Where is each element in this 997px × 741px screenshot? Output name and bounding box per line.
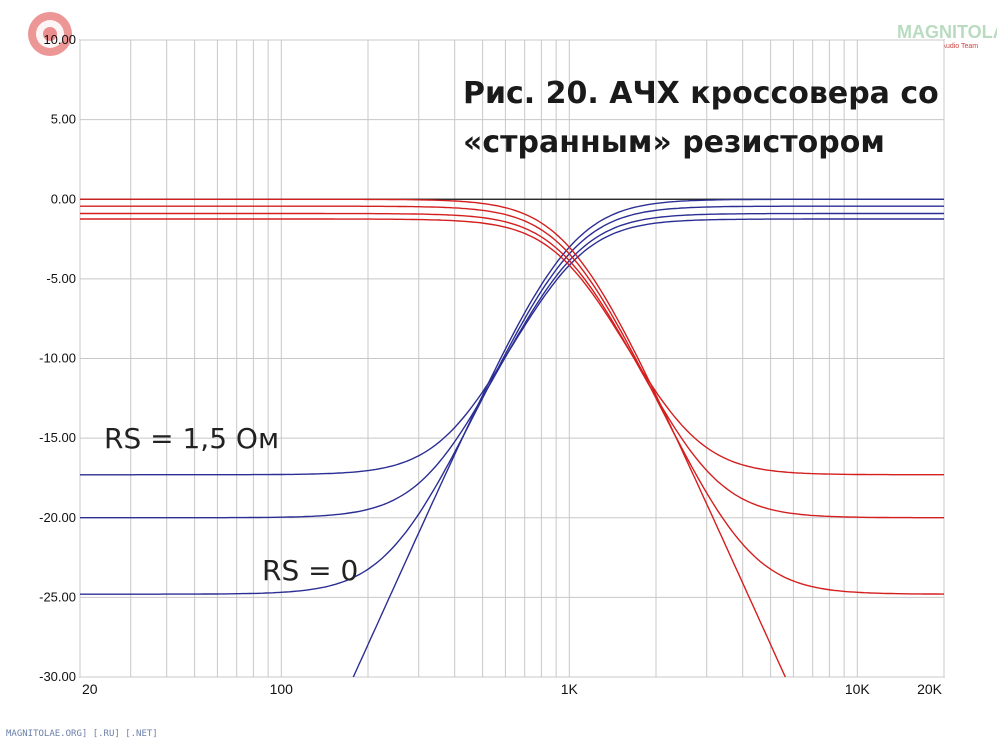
curves	[80, 198, 944, 677]
y-tick-labels: 10.00 5.00 0.00 -5.00 -10.00 -15.00 -20.00 -25.…	[39, 32, 76, 684]
y-tick-label: -30.00	[39, 669, 76, 684]
annotation-rs-0: RS = 0	[262, 554, 358, 587]
watermark-logo-icon	[28, 12, 72, 56]
lowpass-curve	[80, 212, 944, 519]
lowpass-curve	[80, 205, 944, 595]
y-tick-label: -25.00	[39, 589, 76, 604]
highpass-curve	[80, 205, 944, 595]
brand-logo: MAGNITOLA	[897, 22, 997, 42]
y-tick-label: 10.00	[43, 32, 76, 47]
footer-watermark: MAGNITOLAE.ORG] [.RU] [.NET]	[6, 729, 158, 739]
y-tick-label: -5.00	[46, 271, 76, 286]
chart-title-line-1: Рис. 20. АЧХ кроссовера со	[463, 76, 939, 111]
brand-subtitle: CarAudio Team	[930, 43, 978, 50]
y-tick-label: 0.00	[51, 191, 76, 206]
y-tick-label: -15.00	[39, 430, 76, 445]
x-tick-label: 20K	[917, 681, 943, 697]
highpass-curve	[80, 212, 944, 519]
lowpass-curve	[80, 218, 944, 476]
lowpass-curve	[80, 198, 787, 677]
y-tick-label: -10.00	[39, 351, 76, 366]
x-tick-label: 10K	[845, 681, 871, 697]
x-tick-label: 100	[270, 681, 294, 697]
y-tick-label: 5.00	[51, 112, 76, 127]
chart-title-line-2: «странным» резистором	[463, 125, 885, 160]
annotation-rs-1-5-ohm: RS = 1,5 Ом	[104, 422, 279, 455]
x-tick-label: 1K	[561, 681, 579, 697]
highpass-curve	[352, 198, 944, 677]
x-tick-labels: 20 100 1K 10K 20K	[82, 681, 943, 697]
x-tick-label: 20	[82, 681, 98, 697]
y-tick-label: -20.00	[39, 510, 76, 525]
grid	[79, 39, 945, 678]
